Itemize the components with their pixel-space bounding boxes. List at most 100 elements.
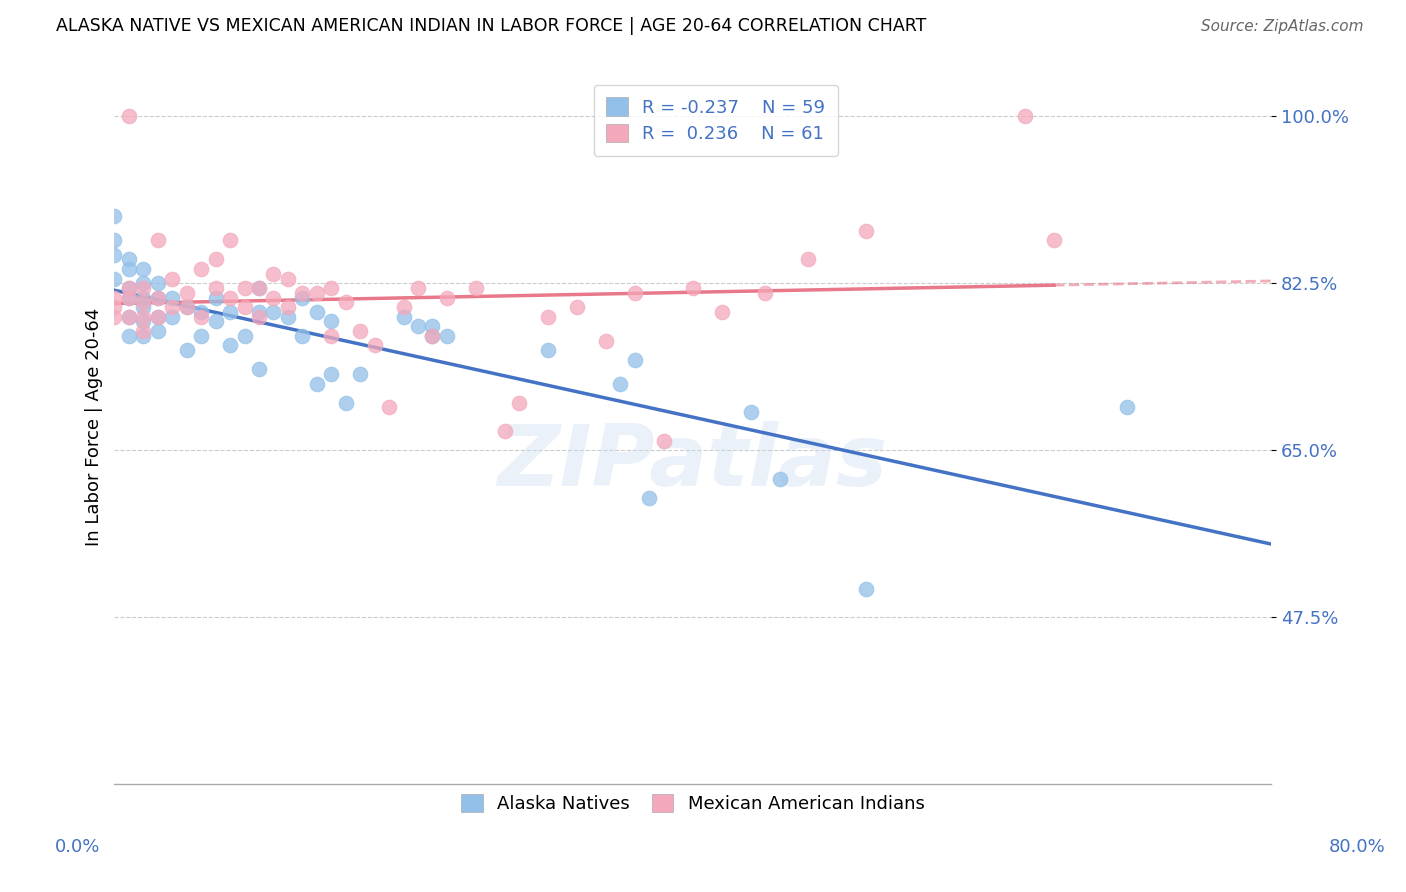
Point — [247, 281, 270, 295]
Point — [204, 291, 226, 305]
Point — [233, 281, 256, 295]
Point — [103, 300, 125, 314]
Point — [118, 291, 141, 305]
Point — [262, 267, 284, 281]
Point — [247, 281, 270, 295]
Point — [392, 300, 415, 314]
Point — [494, 424, 516, 438]
Point — [103, 233, 125, 247]
Point — [305, 305, 328, 319]
Point — [176, 285, 198, 300]
Point — [132, 281, 155, 295]
Point — [855, 224, 877, 238]
Point — [118, 310, 141, 324]
Point — [508, 395, 530, 409]
Text: 0.0%: 0.0% — [55, 838, 100, 855]
Point — [363, 338, 385, 352]
Point — [422, 328, 444, 343]
Point — [305, 376, 328, 391]
Point — [132, 300, 155, 314]
Point — [291, 291, 314, 305]
Point — [146, 310, 169, 324]
Point — [638, 491, 661, 505]
Point — [233, 328, 256, 343]
Point — [464, 281, 486, 295]
Text: Source: ZipAtlas.com: Source: ZipAtlas.com — [1201, 20, 1364, 34]
Point — [118, 291, 141, 305]
Point — [103, 271, 125, 285]
Point — [682, 281, 704, 295]
Point — [305, 285, 328, 300]
Point — [291, 328, 314, 343]
Point — [1115, 401, 1137, 415]
Point — [103, 210, 125, 224]
Point — [797, 252, 820, 267]
Point — [118, 281, 141, 295]
Point — [436, 328, 458, 343]
Point — [855, 582, 877, 596]
Point — [768, 472, 790, 486]
Text: ZIPatlas: ZIPatlas — [498, 421, 887, 504]
Y-axis label: In Labor Force | Age 20-64: In Labor Force | Age 20-64 — [86, 308, 103, 546]
Point — [204, 252, 226, 267]
Point — [624, 285, 647, 300]
Point — [262, 305, 284, 319]
Text: ALASKA NATIVE VS MEXICAN AMERICAN INDIAN IN LABOR FORCE | AGE 20-64 CORRELATION : ALASKA NATIVE VS MEXICAN AMERICAN INDIAN… — [56, 17, 927, 35]
Point — [277, 310, 299, 324]
Point — [537, 343, 560, 358]
Point — [422, 328, 444, 343]
Text: 80.0%: 80.0% — [1329, 838, 1385, 855]
Point — [321, 328, 343, 343]
Point — [162, 310, 184, 324]
Point — [204, 314, 226, 328]
Legend: Alaska Natives, Mexican American Indians: Alaska Natives, Mexican American Indians — [449, 780, 938, 825]
Point — [118, 310, 141, 324]
Point — [219, 233, 242, 247]
Point — [146, 291, 169, 305]
Point — [247, 310, 270, 324]
Point — [321, 314, 343, 328]
Point — [118, 262, 141, 277]
Point — [624, 352, 647, 367]
Point — [422, 319, 444, 334]
Point — [378, 401, 401, 415]
Point — [146, 291, 169, 305]
Point — [436, 291, 458, 305]
Point — [321, 367, 343, 381]
Point — [103, 291, 125, 305]
Point — [176, 300, 198, 314]
Point — [247, 305, 270, 319]
Point — [349, 324, 371, 338]
Point — [118, 109, 141, 123]
Point — [406, 281, 429, 295]
Point — [132, 277, 155, 291]
Point — [247, 362, 270, 376]
Point — [162, 271, 184, 285]
Point — [118, 252, 141, 267]
Point — [118, 328, 141, 343]
Point — [219, 291, 242, 305]
Point — [176, 300, 198, 314]
Point — [103, 247, 125, 261]
Point — [132, 310, 155, 324]
Point — [132, 324, 155, 338]
Point — [335, 295, 357, 310]
Point — [219, 305, 242, 319]
Point — [162, 291, 184, 305]
Point — [132, 291, 155, 305]
Point — [406, 319, 429, 334]
Point — [233, 300, 256, 314]
Point — [609, 376, 631, 391]
Point — [146, 277, 169, 291]
Point — [146, 233, 169, 247]
Point — [754, 285, 776, 300]
Point — [277, 300, 299, 314]
Point — [291, 285, 314, 300]
Point — [176, 343, 198, 358]
Point — [1043, 233, 1066, 247]
Point — [349, 367, 371, 381]
Point — [710, 305, 733, 319]
Point — [652, 434, 675, 448]
Point — [132, 295, 155, 310]
Point — [1014, 109, 1036, 123]
